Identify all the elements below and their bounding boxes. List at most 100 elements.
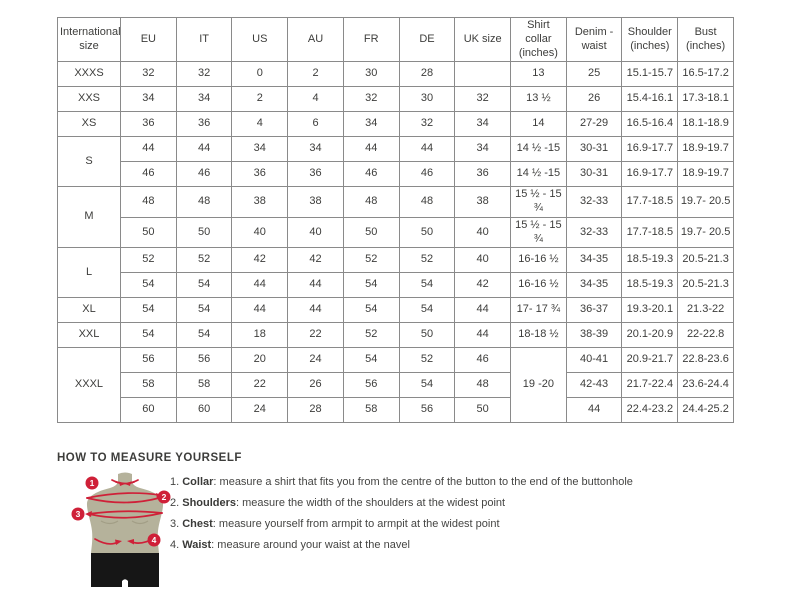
size-cell: 46 [398, 161, 456, 188]
size-cell: 48 [342, 186, 400, 218]
step-term: Waist [182, 539, 212, 552]
size-cell: 15 ½ - 15 ¾ [510, 186, 567, 218]
size-cell: XS [57, 111, 121, 138]
size-cell: 14 ½ -15 [510, 161, 567, 188]
size-cell: 56 [175, 347, 233, 374]
step-number: 3. [170, 518, 183, 531]
size-cell: 30-31 [565, 161, 623, 188]
size-cell: 2 [231, 86, 289, 113]
measure-row: 1 2 3 4 1. Collar: measure a shirt that … [57, 469, 787, 590]
size-cell: 58 [342, 397, 400, 424]
size-cell: 44 [231, 297, 289, 324]
step-number: 4. [170, 539, 183, 552]
size-cell: 17.3-18.1 [677, 86, 734, 113]
size-row: 50 50 40 40 50 50 40 15 ½ - 15 ¾ 32-33 17.7-18.5 1… [58, 216, 734, 249]
collar-arrow-left-head [119, 481, 125, 487]
size-cell: 50 [398, 216, 456, 249]
size-cell: 52 [398, 347, 456, 374]
column-header: Shirt collar (inches) [510, 16, 567, 63]
size-cell: 42 [287, 247, 344, 274]
size-cell: 18.5-19.3 [621, 272, 679, 299]
size-cell: 34-35 [565, 247, 623, 274]
size-cell: 44 [398, 136, 456, 163]
size-cell: 20.5-21.3 [677, 272, 734, 299]
size-cell: 48 [398, 186, 456, 218]
step-term: Chest [182, 518, 213, 531]
step-number: 1. [170, 476, 183, 489]
size-cell: 16.5-16.4 [621, 111, 679, 138]
size-cell: 15.1-15.7 [621, 61, 679, 88]
size-cell: XXXS [57, 61, 121, 88]
size-cell: 20.5-21.3 [677, 247, 734, 274]
size-cell: 52 [175, 247, 233, 274]
size-cell: 48 [454, 372, 512, 399]
pectoral-line-right [131, 520, 149, 525]
size-table-body: XXXS 32 32 0 2 30 28 13 25 15.1-15.7 16.5-17.2 XXS 3… [57, 61, 734, 424]
step-text: : measure yourself from armpit to armpit… [212, 518, 500, 531]
how-to-measure-section: HOW TO MEASURE YOURSELF [57, 452, 787, 590]
size-cell: 44 [565, 397, 623, 424]
size-cell: 16.9-17.7 [621, 161, 679, 188]
size-row: 58 58 22 26 56 54 48 42-43 21.7-22.4 23.6-24.4 [58, 372, 734, 399]
column-header: EU [120, 16, 177, 63]
size-cell: 18.9-19.7 [677, 161, 734, 188]
size-cell: 50 [454, 397, 512, 424]
size-cell: 34 [287, 136, 344, 163]
size-cell: 50 [120, 216, 177, 249]
size-cell: 24 [287, 347, 344, 374]
size-cell: 28 [398, 61, 456, 88]
size-cell: 30 [398, 86, 456, 113]
column-header: FR [342, 16, 400, 63]
column-header: Bust (inches) [677, 16, 734, 63]
size-cell: S [57, 136, 121, 188]
size-cell: 27-29 [565, 111, 623, 138]
size-cell: 18-18 ½ [510, 322, 567, 349]
size-cell: 36 [175, 111, 233, 138]
size-cell: 40 [231, 216, 289, 249]
size-cell: 26 [287, 372, 344, 399]
size-cell: 20.9-21.7 [621, 347, 679, 374]
size-cell: 36 [454, 161, 512, 188]
size-cell: 56 [342, 372, 400, 399]
size-row: XL 54 54 44 44 54 54 44 17- 17 ¾ 36-37 19.3-20.1 21… [57, 297, 734, 324]
step-text: : measure around your waist at the navel [211, 539, 410, 552]
measure-step: 2. Shoulders: measure the width of the s… [170, 493, 633, 514]
size-cell: 16.5-17.2 [677, 61, 734, 88]
chest-measure-top [87, 510, 163, 516]
size-cell: 28 [287, 397, 344, 424]
size-cell: 50 [342, 216, 400, 249]
size-cell: 23.6-24.4 [677, 372, 734, 399]
size-row: 60 60 24 28 58 56 50 44 22.4-23.2 24.4-25.2 [58, 397, 734, 424]
size-cell: 17- 17 ¾ [510, 297, 567, 324]
step-2-badge [157, 490, 171, 504]
measure-step: 3. Chest: measure yourself from armpit t… [170, 514, 633, 535]
chest-arrow-head [85, 511, 92, 518]
measure-steps: 1. Collar: measure a shirt that fits you… [170, 469, 633, 556]
step-2-badge-number: 2 [162, 492, 167, 502]
size-cell: 42-43 [565, 372, 623, 399]
size-row: 46 46 36 36 46 46 36 14 ½ -15 30-31 16.9-17.7 18.9… [58, 161, 734, 188]
size-cell: 40 [454, 216, 512, 249]
size-cell: 38 [454, 186, 512, 218]
size-cell: 0 [231, 61, 289, 88]
collar-arrow-right-head [125, 481, 131, 487]
measure-step: 4. Waist: measure around your waist at t… [170, 535, 633, 556]
measure-step: 1. Collar: measure a shirt that fits you… [170, 472, 633, 493]
size-row: XXXL 56 56 20 24 54 52 46 19 -20 40-41 20.9-21.7 22… [57, 347, 734, 424]
size-cell: 56 [398, 397, 456, 424]
size-cell: 60 [175, 397, 233, 424]
size-cell: 56 [120, 347, 177, 374]
size-cell: 50 [398, 322, 456, 349]
size-row: XS 36 36 4 6 34 32 34 14 27-29 16.5-16.4 18.1-18.9 [57, 111, 734, 138]
size-cell: 20 [231, 347, 289, 374]
size-row: XXXS 32 32 0 2 30 28 13 25 15.1-15.7 16.5-17.2 [57, 61, 734, 88]
size-cell: 30-31 [565, 136, 623, 163]
step-4-badge-number: 4 [152, 535, 157, 545]
collar-measure-line [111, 479, 139, 485]
size-cell: 38-39 [565, 322, 623, 349]
size-cell: 18.1-18.9 [677, 111, 734, 138]
size-row: L 52 52 42 42 52 52 40 16-16 ½ 34-35 18.5-19.3 20.5… [57, 247, 734, 299]
size-cell: 15.4-16.1 [621, 86, 679, 113]
step-1-badge-number: 1 [90, 478, 95, 488]
size-cell: 13 [510, 61, 567, 88]
